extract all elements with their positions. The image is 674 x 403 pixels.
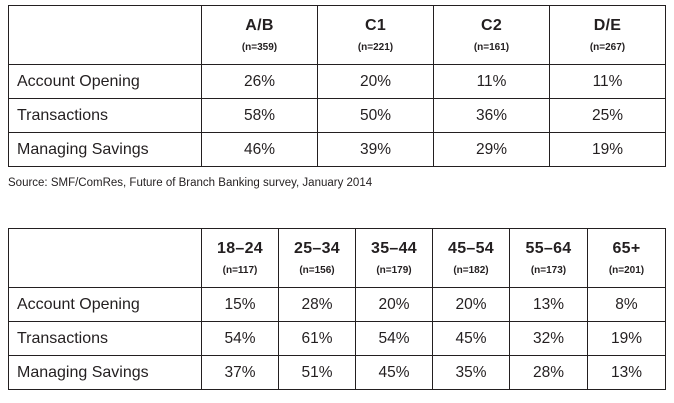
table-cell: 39%	[317, 132, 434, 167]
table-cell: 11%	[433, 64, 550, 99]
column-label: C1	[364, 17, 387, 34]
column-sample-size: (n=267)	[589, 42, 626, 53]
table-cell: 54%	[355, 321, 433, 356]
table-cell: 45%	[355, 355, 433, 390]
table-cell: 28%	[278, 287, 356, 322]
column-label: 45–54	[448, 240, 494, 257]
age-group-table: 18–24 (n=117) 25–34 (n=156) 35–44 (n=179) 4…	[8, 228, 666, 390]
table-cell: 20%	[355, 287, 433, 322]
column-sample-size: (n=221)	[357, 42, 394, 53]
table-cell: 19%	[549, 132, 666, 167]
table-cell: 46%	[201, 132, 318, 167]
column-header: 55–64 (n=173)	[509, 228, 588, 288]
column-sample-size: (n=117)	[222, 265, 258, 276]
table-row: Account Opening 26% 20% 11% 11%	[8, 64, 666, 99]
table-cell: 11%	[549, 64, 666, 99]
table-cell: 26%	[201, 64, 318, 99]
column-label: C2	[480, 17, 503, 34]
table-cell: 29%	[433, 132, 550, 167]
column-header: C1 (n=221)	[317, 5, 434, 65]
table-cell: 61%	[278, 321, 356, 356]
header-row: 18–24 (n=117) 25–34 (n=156) 35–44 (n=179) 4…	[8, 228, 666, 288]
column-sample-size: (n=182)	[453, 265, 489, 276]
row-label: Managing Savings	[8, 132, 202, 167]
column-label: 65+	[612, 240, 641, 257]
column-header: 45–54 (n=182)	[432, 228, 510, 288]
table-row: Transactions 58% 50% 36% 25%	[8, 98, 666, 133]
column-header: 25–34 (n=156)	[278, 228, 356, 288]
table-row: Managing Savings 46% 39% 29% 19%	[8, 132, 666, 167]
column-label: 55–64	[525, 240, 572, 257]
column-sample-size: (n=359)	[241, 42, 278, 53]
corner-cell	[8, 5, 202, 65]
header-row: A/B (n=359) C1 (n=221) C2 (n=161) D/E (n=267…	[8, 5, 666, 65]
table-cell: 25%	[549, 98, 666, 133]
column-label: A/B	[245, 17, 274, 34]
column-label: 18–24	[217, 240, 263, 257]
row-label: Transactions	[8, 321, 202, 356]
column-label: 25–34	[294, 240, 340, 257]
column-header: C2 (n=161)	[433, 5, 550, 65]
column-sample-size: (n=179)	[376, 265, 412, 276]
table-row: Account Opening 15% 28% 20% 20% 13% 8%	[8, 287, 666, 322]
table-cell: 35%	[432, 355, 510, 390]
column-header: 35–44 (n=179)	[355, 228, 433, 288]
column-sample-size: (n=201)	[608, 265, 645, 276]
table-cell: 15%	[201, 287, 279, 322]
table-cell: 32%	[509, 321, 588, 356]
column-sample-size: (n=161)	[473, 42, 510, 53]
corner-cell	[8, 228, 202, 288]
source-note: Source: SMF/ComRes, Future of Branch Ban…	[8, 177, 373, 189]
table-cell: 13%	[509, 287, 588, 322]
column-label: 35–44	[371, 240, 417, 257]
table-cell: 20%	[432, 287, 510, 322]
column-header: 18–24 (n=117)	[201, 228, 279, 288]
column-sample-size: (n=173)	[530, 265, 567, 276]
row-label: Transactions	[8, 98, 202, 133]
table-cell: 37%	[201, 355, 279, 390]
table-cell: 20%	[317, 64, 434, 99]
table-cell: 8%	[587, 287, 666, 322]
column-header: 65+ (n=201)	[587, 228, 666, 288]
table-cell: 13%	[587, 355, 666, 390]
table-cell: 50%	[317, 98, 434, 133]
social-grade-table: A/B (n=359) C1 (n=221) C2 (n=161) D/E (n=267…	[8, 5, 666, 167]
row-label: Managing Savings	[8, 355, 202, 390]
column-label: D/E	[593, 17, 622, 34]
table-cell: 28%	[509, 355, 588, 390]
table-cell: 19%	[587, 321, 666, 356]
table-cell: 36%	[433, 98, 550, 133]
table-cell: 45%	[432, 321, 510, 356]
column-sample-size: (n=156)	[299, 265, 335, 276]
table-cell: 58%	[201, 98, 318, 133]
column-header: D/E (n=267)	[549, 5, 666, 65]
row-label: Account Opening	[8, 64, 202, 99]
row-label: Account Opening	[8, 287, 202, 322]
table-cell: 51%	[278, 355, 356, 390]
table-row: Managing Savings 37% 51% 45% 35% 28% 13%	[8, 355, 666, 390]
table-cell: 54%	[201, 321, 279, 356]
column-header: A/B (n=359)	[201, 5, 318, 65]
table-row: Transactions 54% 61% 54% 45% 32% 19%	[8, 321, 666, 356]
